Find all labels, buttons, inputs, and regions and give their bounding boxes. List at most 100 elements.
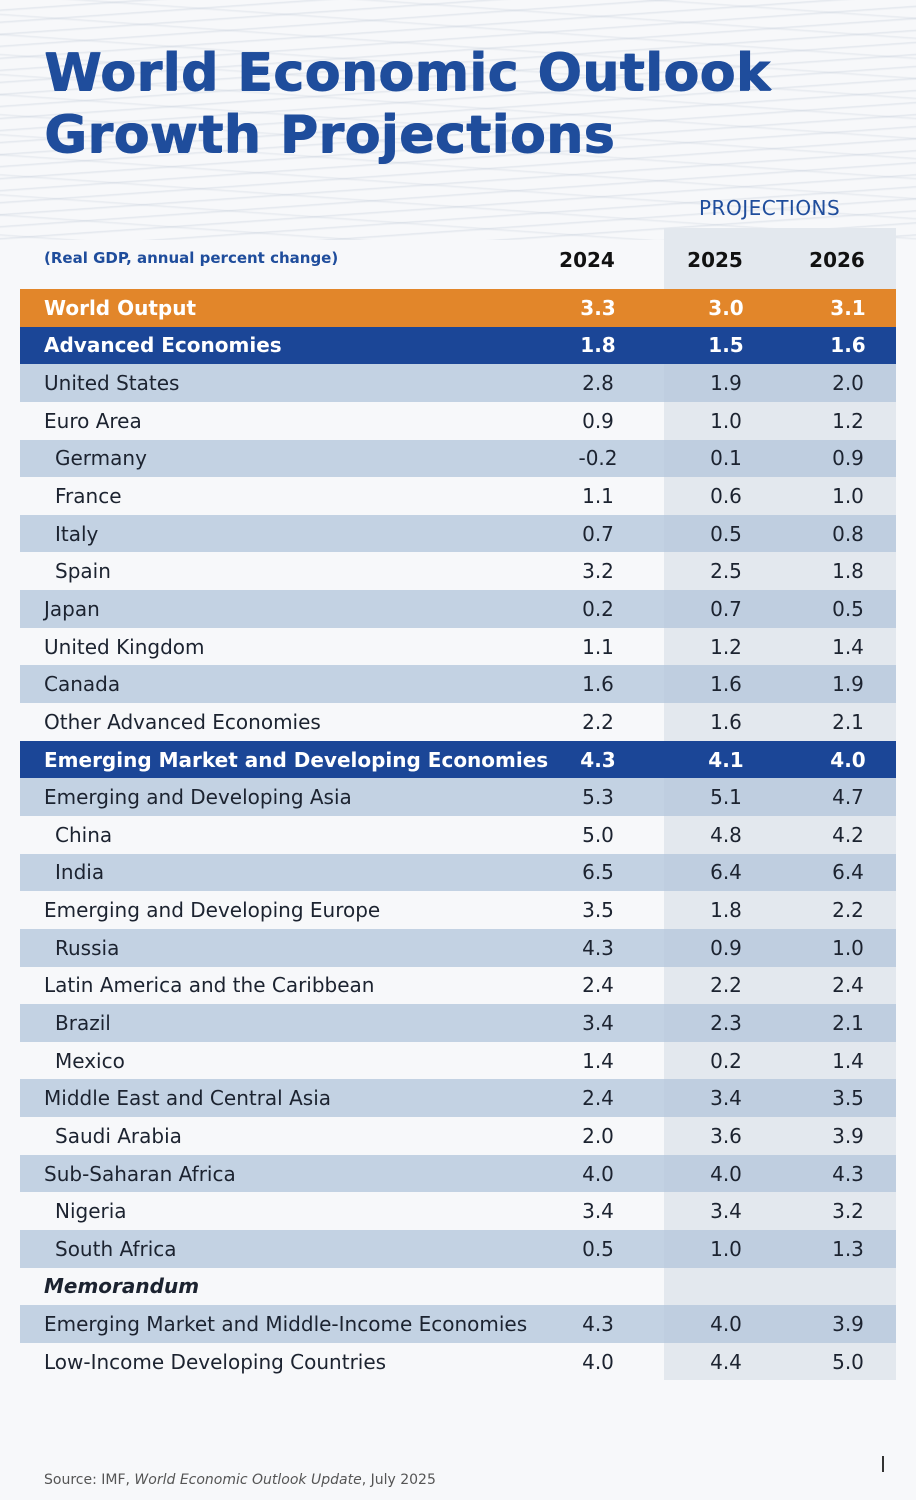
value-2024: 3.2 xyxy=(582,559,614,584)
value-2026: 2.4 xyxy=(832,973,864,998)
value-2024: 1.6 xyxy=(582,672,614,697)
value-2025: 3.6 xyxy=(710,1123,742,1148)
value-2024: 3.3 xyxy=(580,295,616,320)
value-2025: 1.5 xyxy=(708,333,744,358)
value-2026: 3.9 xyxy=(832,1312,864,1337)
end-mark xyxy=(882,1456,884,1472)
value-2026: 4.7 xyxy=(832,785,864,810)
title-line-2: Growth Projections xyxy=(44,105,615,165)
table-row: Saudi Arabia 2.0 3.6 3.9 xyxy=(20,1117,896,1155)
row-label: Advanced Economies xyxy=(44,333,282,358)
row-label: Saudi Arabia xyxy=(55,1123,182,1148)
table-row: World Output 3.3 3.0 3.1 xyxy=(20,289,896,327)
column-header-2025: 2025 xyxy=(687,248,743,272)
source-suffix: , July 2025 xyxy=(361,1472,436,1488)
value-2025: 2.5 xyxy=(710,559,742,584)
column-header-2026: 2026 xyxy=(809,248,865,272)
value-2026: 4.2 xyxy=(832,822,864,847)
value-2025: 2.3 xyxy=(710,1010,742,1035)
source-note: Source: IMF, World Economic Outlook Upda… xyxy=(44,1472,436,1488)
row-label: Emerging Market and Developing Economies xyxy=(44,747,549,772)
value-2024: 4.0 xyxy=(582,1349,614,1374)
value-2025: 1.0 xyxy=(710,1236,742,1261)
table-row: Canada 1.6 1.6 1.9 xyxy=(20,665,896,704)
value-2024: 6.5 xyxy=(582,860,614,885)
value-2024: 3.5 xyxy=(582,898,614,923)
value-2024: 4.3 xyxy=(580,747,616,772)
table-row: Emerging and Developing Europe 3.5 1.8 2.2 xyxy=(20,891,896,929)
table-row: South Africa 0.5 1.0 1.3 xyxy=(20,1230,896,1268)
row-label: Brazil xyxy=(55,1010,111,1035)
value-2024: 2.8 xyxy=(582,371,614,396)
value-2026: 2.0 xyxy=(832,371,864,396)
value-2026: 1.0 xyxy=(832,935,864,960)
value-2025: 1.8 xyxy=(710,898,742,923)
value-2024: 1.8 xyxy=(580,333,616,358)
row-label: Emerging and Developing Europe xyxy=(44,898,381,923)
source-publication: World Economic Outlook Update xyxy=(134,1472,362,1488)
value-2024: 5.0 xyxy=(582,822,614,847)
row-label: Russia xyxy=(55,935,120,960)
value-2025: 0.5 xyxy=(710,521,742,546)
table-row: Low-Income Developing Countries 4.0 4.4 5.0 xyxy=(20,1343,896,1381)
value-2026: 5.0 xyxy=(832,1349,864,1374)
value-2025: 0.9 xyxy=(710,935,742,960)
value-2024: 0.5 xyxy=(582,1236,614,1261)
row-label: United Kingdom xyxy=(44,634,205,659)
value-2024: 1.4 xyxy=(582,1048,614,1073)
table-row: Nigeria 3.4 3.4 3.2 xyxy=(20,1192,896,1230)
value-2026: 2.2 xyxy=(832,898,864,923)
value-2024: 0.2 xyxy=(582,596,614,621)
value-2025: 6.4 xyxy=(710,860,742,885)
value-2025: 1.6 xyxy=(710,709,742,734)
value-2026: 2.1 xyxy=(832,1010,864,1035)
table-row: Germany -0.2 0.1 0.9 xyxy=(20,439,896,478)
value-2026: 1.2 xyxy=(832,408,864,433)
row-label: United States xyxy=(44,371,180,396)
value-2026: 1.0 xyxy=(832,484,864,509)
row-label: Latin America and the Caribbean xyxy=(44,973,375,998)
table-row: United States 2.8 1.9 2.0 xyxy=(20,364,896,402)
table-row: Euro Area 0.9 1.0 1.2 xyxy=(20,402,896,440)
table-row: Other Advanced Economies 2.2 1.6 2.1 xyxy=(20,703,896,741)
row-label: Other Advanced Economies xyxy=(44,709,321,734)
value-2026: 0.5 xyxy=(832,596,864,621)
table-row: Emerging Market and Developing Economies… xyxy=(20,740,896,779)
value-2026: 1.9 xyxy=(832,672,864,697)
table-row: Italy 0.7 0.5 0.8 xyxy=(20,514,896,553)
table-row: Mexico 1.4 0.2 1.4 xyxy=(20,1042,896,1080)
table-row: Emerging and Developing Asia 5.3 5.1 4.7 xyxy=(20,778,896,816)
value-2026: 4.0 xyxy=(830,747,866,772)
value-2024: 4.3 xyxy=(582,1312,614,1337)
table-row: Middle East and Central Asia 2.4 3.4 3.5 xyxy=(20,1079,896,1118)
value-2024: 2.0 xyxy=(582,1123,614,1148)
source-prefix: Source: IMF, xyxy=(44,1472,135,1488)
row-label: Low-Income Developing Countries xyxy=(44,1349,387,1374)
value-2024: 0.7 xyxy=(582,521,614,546)
row-label: Canada xyxy=(44,672,121,697)
growth-table: World Output 3.3 3.0 3.1 Advanced Economies 1… xyxy=(20,289,896,1381)
value-2026: 0.9 xyxy=(832,446,864,471)
value-2025: 0.1 xyxy=(710,446,742,471)
row-label: China xyxy=(55,822,113,847)
value-2026: 1.8 xyxy=(832,559,864,584)
value-2026: 3.2 xyxy=(832,1199,864,1224)
value-2025: 2.2 xyxy=(710,973,742,998)
table-row: France 1.1 0.6 1.0 xyxy=(20,477,896,515)
value-2026: 0.8 xyxy=(832,521,864,546)
table-row: Brazil 3.4 2.3 2.1 xyxy=(20,1004,896,1042)
value-2026: 6.4 xyxy=(832,860,864,885)
table-row: Emerging Market and Middle-Income Econom… xyxy=(20,1305,896,1343)
value-2025: 4.8 xyxy=(710,822,742,847)
row-label: Sub-Saharan Africa xyxy=(44,1161,236,1186)
table-row: Latin America and the Caribbean 2.4 2.2 2.4 xyxy=(20,967,896,1005)
value-2026: 3.9 xyxy=(832,1123,864,1148)
value-2026: 2.1 xyxy=(832,709,864,734)
table-row: China 5.0 4.8 4.2 xyxy=(20,816,896,854)
table-subtitle: (Real GDP, annual percent change) xyxy=(44,249,339,267)
value-2026: 3.5 xyxy=(832,1086,864,1111)
title-line-1: World Economic Outlook xyxy=(44,43,771,103)
value-2025: 3.4 xyxy=(710,1199,742,1224)
value-2024: -0.2 xyxy=(578,446,618,471)
column-header-2024: 2024 xyxy=(559,248,615,272)
